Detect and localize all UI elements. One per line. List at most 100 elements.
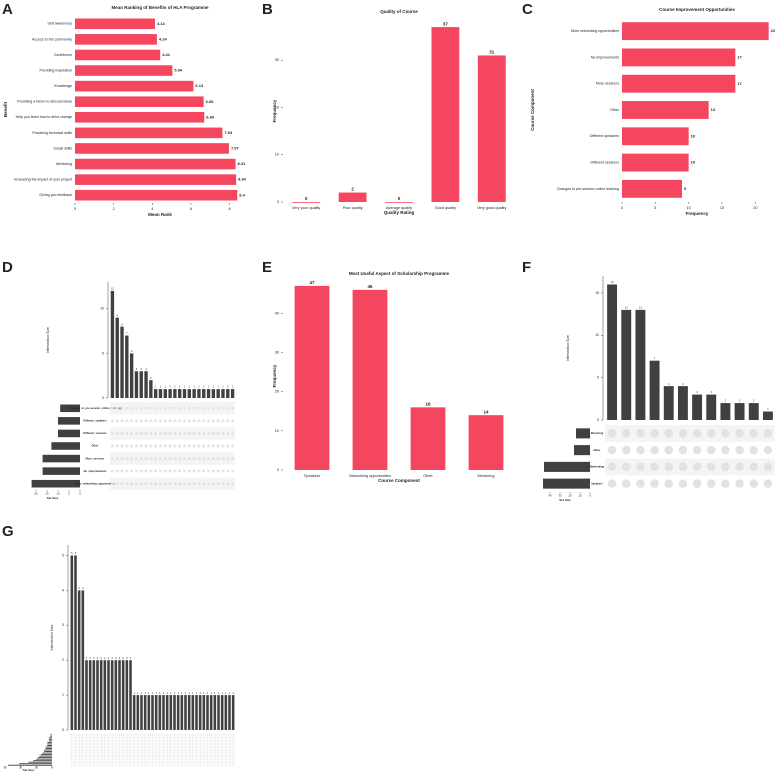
matrix-dot — [763, 462, 773, 472]
value-label: 1 — [203, 386, 205, 389]
matrix-dot — [163, 746, 164, 748]
matrix-dot — [71, 763, 73, 765]
matrix-dot — [177, 735, 179, 737]
matrix-dot — [225, 737, 227, 739]
matrix-dot — [141, 763, 142, 765]
matrix-dot — [188, 754, 190, 756]
matrix-dot — [196, 760, 197, 762]
matrix-dot — [221, 419, 225, 423]
matrix-dot — [203, 743, 205, 745]
matrix-dot — [229, 755, 230, 757]
set-bar — [48, 737, 52, 739]
bar — [75, 143, 229, 154]
matrix-dot — [93, 741, 95, 743]
matrix-dot — [111, 751, 113, 752]
value-label: 9 — [684, 186, 687, 191]
matrix-dot — [89, 743, 91, 745]
matrix-dot — [192, 755, 194, 757]
matrix-dot — [75, 746, 76, 748]
matrix-dot — [216, 431, 220, 435]
matrix-dot — [170, 734, 172, 736]
matrix-dot — [177, 760, 179, 762]
matrix-dot — [100, 744, 102, 746]
set-bar — [574, 445, 590, 456]
matrix-dot — [210, 760, 212, 762]
set-bar — [48, 738, 52, 740]
matrix-dot — [130, 734, 131, 736]
bar — [75, 127, 223, 139]
matrix-dot — [187, 444, 191, 448]
intersection-bar — [221, 389, 225, 398]
value-label: 4 — [82, 587, 84, 590]
matrix-dot — [141, 741, 142, 743]
matrix-dot — [141, 751, 142, 752]
matrix-dot — [163, 748, 164, 749]
matrix-dot — [166, 752, 168, 754]
matrix-dot — [108, 748, 109, 749]
value-label: 10 — [691, 133, 696, 138]
intersection-bar — [149, 380, 153, 398]
matrix-dot — [232, 741, 234, 743]
set-name: Changes_to_pre-session_online_learning — [69, 406, 121, 410]
intersection-bar — [129, 660, 132, 730]
category-label: Different speakers — [590, 134, 619, 138]
matrix-dot — [749, 462, 758, 472]
matrix-dot — [119, 752, 120, 754]
intersection-bar — [163, 389, 167, 398]
matrix-dot — [664, 429, 673, 438]
matrix-dot — [82, 748, 84, 749]
matrix-dot — [177, 761, 179, 763]
matrix-dot — [170, 741, 172, 743]
matrix-dot — [185, 755, 186, 757]
intersection-bar — [197, 389, 201, 398]
matrix-dot — [71, 735, 73, 737]
matrix-dot — [210, 741, 212, 743]
matrix-dot — [144, 746, 146, 748]
matrix-dot — [71, 749, 73, 751]
matrix-dot — [192, 482, 196, 486]
intersection-bar — [162, 695, 165, 730]
value-label: 8.34 — [238, 177, 247, 182]
matrix-dot — [203, 737, 205, 739]
matrix-dot — [210, 735, 212, 737]
set-bar — [42, 454, 80, 463]
category-label: Help you learn how to drive change — [16, 115, 72, 119]
matrix-dot — [199, 754, 201, 756]
matrix-dot — [218, 744, 219, 746]
intersection-bar — [120, 326, 124, 398]
matrix-dot — [221, 457, 225, 461]
matrix-dot — [86, 748, 87, 749]
intersection-bar — [85, 660, 88, 730]
category-label: More networking opportunities — [571, 29, 619, 33]
x-tick-label: Speakers — [304, 474, 320, 478]
matrix-dot — [119, 758, 120, 760]
set-size-tick-label: 20 — [568, 494, 572, 498]
matrix-dot — [173, 482, 177, 486]
matrix-dot — [141, 761, 142, 763]
matrix-dot — [111, 744, 113, 746]
matrix-dot — [218, 764, 219, 766]
matrix-dot — [163, 749, 164, 751]
matrix-dot — [86, 741, 87, 743]
matrix-dot — [218, 735, 219, 737]
matrix-dot — [199, 734, 201, 736]
matrix-dot — [650, 479, 659, 488]
matrix-dot — [203, 760, 205, 762]
matrix-dot — [93, 735, 95, 737]
matrix-dot — [137, 748, 139, 749]
value-label: 1 — [181, 692, 183, 695]
matrix-dot — [130, 744, 131, 746]
matrix-dot — [78, 754, 80, 756]
value-label: 1 — [207, 692, 209, 695]
matrix-dot — [100, 735, 102, 737]
matrix-dot — [148, 761, 150, 763]
matrix-dot — [207, 760, 208, 762]
set-size-tick-label: 20 — [19, 766, 23, 770]
intersection-bar — [110, 290, 115, 398]
matrix-dot — [170, 761, 172, 763]
matrix-dot — [133, 758, 135, 760]
matrix-dot — [192, 741, 194, 743]
chart-title: Most Useful Aspect of Scholarship Progra… — [349, 271, 450, 276]
bar — [294, 285, 330, 470]
bar — [75, 49, 161, 61]
